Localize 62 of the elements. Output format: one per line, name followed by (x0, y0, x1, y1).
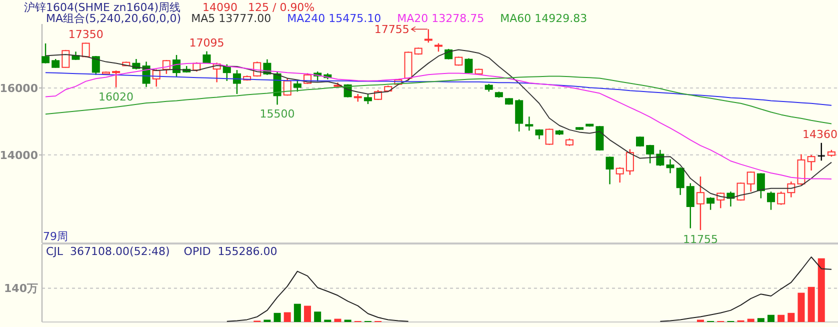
bar (314, 312, 322, 322)
bar (778, 314, 785, 322)
candlestick (364, 93, 372, 105)
text: MA20 13278.75 (397, 12, 484, 25)
candlestick (797, 154, 806, 186)
chart-title: CJL 367108.00(52:48) OPID 155286.00 (46, 245, 278, 258)
candlestick (746, 170, 755, 192)
text: MA60 14929.83 (500, 12, 588, 25)
chart-title: 沪锌1604(SHME zn1604)周线 (24, 1, 181, 14)
candlestick (686, 182, 694, 229)
candlestick (112, 70, 120, 88)
bar (334, 318, 342, 322)
annotation: 16020 (98, 90, 134, 104)
candlestick (696, 176, 704, 231)
candlestick (82, 42, 90, 58)
text: MA240 15475.10 (287, 12, 382, 25)
annotation: 17350 (68, 28, 104, 41)
candlestick (232, 69, 241, 95)
bar (808, 286, 815, 322)
candlestick (676, 166, 684, 196)
candlestick (424, 28, 432, 44)
candlestick (616, 166, 624, 184)
bar (818, 258, 825, 322)
y-tick-label: 16000 (0, 82, 38, 95)
bar (757, 318, 764, 322)
candlestick (545, 128, 554, 146)
bar (788, 312, 795, 322)
candlestick (756, 172, 765, 199)
candlestick (222, 64, 231, 82)
text: MA5 13777.00 (191, 12, 272, 25)
candlestick (706, 196, 715, 210)
annotation: 17095 (189, 36, 224, 50)
candlestick (42, 42, 50, 64)
candlestick (766, 191, 775, 210)
bar (767, 314, 774, 322)
candlestick (515, 98, 524, 132)
annotation: 15500 (260, 108, 295, 121)
ref-line-label: 140万 (4, 282, 38, 296)
candlestick (525, 116, 534, 132)
candlestick (464, 58, 473, 74)
candlestick (656, 149, 664, 167)
candlestick (606, 156, 614, 185)
annotation: 79周 (43, 230, 68, 243)
y-tick-label: 14000 (0, 148, 38, 162)
legend-title: MA组合(5,240,20,60,0,0) (46, 12, 182, 25)
candlestick (666, 158, 674, 174)
candlestick (202, 50, 211, 64)
bar (284, 312, 291, 322)
candlestick (626, 148, 634, 176)
candlestick (777, 191, 786, 206)
bar (798, 292, 805, 322)
annotation: 11755 (682, 233, 718, 246)
candlestick (807, 154, 816, 172)
bar (274, 312, 281, 322)
chart-subtitle: 14090 125 / 0.90% (202, 1, 315, 14)
candlestick (293, 79, 302, 92)
candlestick (646, 144, 654, 164)
bar (747, 318, 754, 322)
annotation: 14360 (802, 128, 838, 141)
annotation: 17755 (374, 23, 410, 36)
bar (294, 304, 301, 322)
bar (304, 306, 311, 322)
